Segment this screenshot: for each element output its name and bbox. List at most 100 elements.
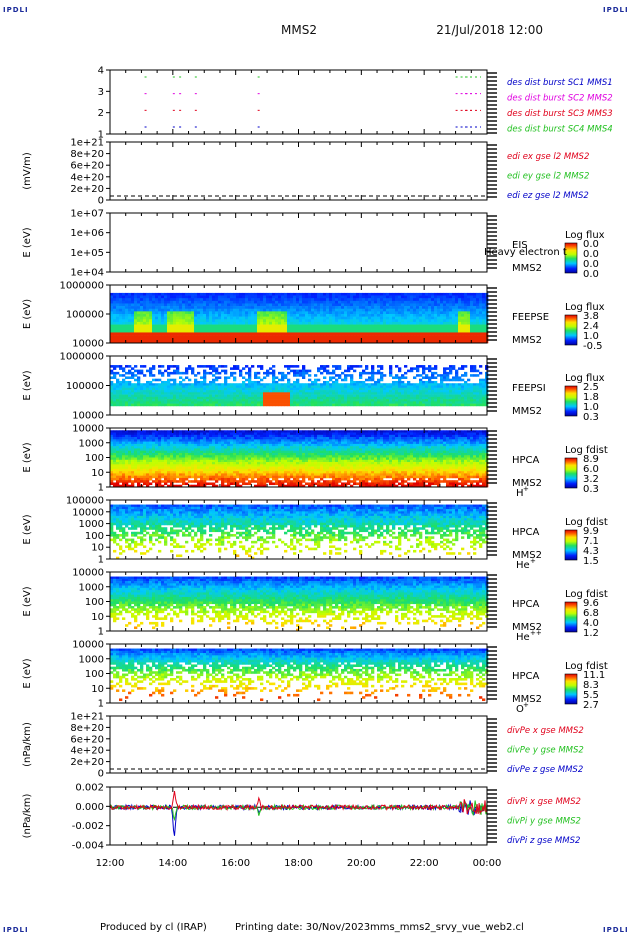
feepsi-spectrogram-cell xyxy=(191,396,195,400)
feepsi-spectrogram-cell xyxy=(188,392,192,395)
feepsi-spectrogram-cell xyxy=(356,401,360,404)
feepse-spectrogram-cell xyxy=(467,337,471,341)
feepsi-spectrogram-cell xyxy=(143,387,147,391)
feepse-spectrogram-cell xyxy=(203,306,207,310)
feepse-spectrogram-cell xyxy=(296,335,300,339)
feepse-spectrogram-cell xyxy=(416,314,420,317)
feepsi-spectrogram-cell xyxy=(158,371,162,375)
feepsi-spectrogram-cell xyxy=(464,396,468,400)
feepse-spectrogram-cell xyxy=(245,300,249,304)
feepsi-spectrogram-cell xyxy=(263,385,267,389)
feepsi-spectrogram-cell xyxy=(200,394,204,398)
corner-label-top-left: IPDLI xyxy=(3,6,29,14)
feepse-spectrogram-cell xyxy=(320,337,324,341)
feepsi-spectrogram-cell xyxy=(113,387,117,391)
feepsi-spectrogram-cell xyxy=(470,365,474,368)
feepsi-spectrogram-cell xyxy=(329,394,333,398)
feepsi-spectrogram-cell xyxy=(266,385,270,389)
feepsi-spectrogram-cell xyxy=(374,371,378,375)
feepse-spectrogram-cell xyxy=(260,329,264,333)
feepsi-spectrogram-cell xyxy=(185,369,189,373)
feepse-spectrogram-cell xyxy=(191,300,195,304)
feepsi-spectrogram-cell xyxy=(317,401,321,404)
feepse-spectrogram-cell xyxy=(149,332,153,336)
feepsi-spectrogram-cell xyxy=(332,383,336,386)
feepse-spectrogram-cell xyxy=(275,311,279,315)
feepse-spectrogram-cell xyxy=(275,292,279,296)
feepsi-spectrogram-cell xyxy=(218,396,222,400)
feepse-spectrogram-cell xyxy=(455,306,459,310)
feepse-spectrogram-cell xyxy=(395,321,399,325)
feepsi-spectrogram-cell xyxy=(302,376,306,379)
feepsi-spectrogram-cell xyxy=(431,401,435,404)
feepse-spectrogram-cell xyxy=(425,303,429,307)
hpca_h-spectrogram-cell xyxy=(116,432,120,436)
feepse-spectrogram-cell xyxy=(134,300,138,304)
feepse-spectrogram-cell xyxy=(398,335,402,339)
feepse-spectrogram-cell xyxy=(284,340,288,344)
feepse-spectrogram-cell xyxy=(371,316,375,320)
feepsi-spectrogram-cell xyxy=(479,392,483,395)
feepsi-spectrogram-cell xyxy=(239,369,243,373)
feepsi-spectrogram-cell xyxy=(344,383,348,386)
feepse-spectrogram-cell xyxy=(203,329,207,333)
feepse-spectrogram-cell xyxy=(224,321,228,325)
feepse-spectrogram-cell xyxy=(365,306,369,310)
feepsi-spectrogram-cell xyxy=(185,385,189,389)
feepse-spectrogram-cell xyxy=(203,319,207,323)
feepse-spectrogram-cell xyxy=(443,306,447,310)
feepsi-spectrogram-cell xyxy=(404,383,408,386)
feepsi-spectrogram-cell xyxy=(386,396,390,400)
feepse-spectrogram-cell xyxy=(314,324,318,328)
feepse-spectrogram-cell xyxy=(440,340,444,344)
feepse-spectrogram-cell xyxy=(212,327,216,331)
hpca_h-spectrogram-cell xyxy=(110,452,114,456)
feepsi-spectrogram-cell xyxy=(164,399,168,402)
corner-label-top-right: IPDLI xyxy=(603,6,629,14)
feepse-spectrogram-cell xyxy=(368,303,372,307)
feepse-spectrogram-cell xyxy=(434,306,438,310)
feepse-spectrogram-cell xyxy=(422,295,426,299)
feepsi-spectrogram-cell xyxy=(218,376,222,379)
feepse-spectrogram-cell xyxy=(209,306,213,310)
feepsi-spectrogram-cell xyxy=(122,367,126,370)
feepsi-spectrogram-cell xyxy=(341,392,345,395)
feepse-spectrogram-cell xyxy=(359,324,363,328)
feepsi-spectrogram-cell xyxy=(158,394,162,398)
feepse-spectrogram-cell xyxy=(395,314,399,317)
feepsi-spectrogram-cell xyxy=(134,374,138,377)
feepse-spectrogram-cell xyxy=(449,292,453,296)
feepse-spectrogram-cell xyxy=(287,316,291,320)
feepse-spectrogram-cell xyxy=(431,300,435,304)
feepse-spectrogram-cell xyxy=(422,308,426,312)
feepse-spectrogram-cell xyxy=(239,295,243,299)
hpca_h-spectrogram-cell xyxy=(146,434,150,438)
feepse-spectrogram-cell xyxy=(305,324,309,328)
feepsi-spectrogram-cell xyxy=(125,399,129,402)
feepse-spectrogram-cell xyxy=(467,340,471,344)
feepse-spectrogram-cell xyxy=(173,292,177,296)
feepse-spectrogram-cell xyxy=(227,311,231,315)
feepsi-spectrogram-cell xyxy=(362,390,366,393)
feepse-spectrogram-cell xyxy=(383,329,387,333)
feepsi-spectrogram-cell xyxy=(413,390,417,393)
feepsi-spectrogram-cell xyxy=(188,387,192,391)
feepse-spectrogram-cell xyxy=(374,300,378,304)
feepsi-spectrogram-cell xyxy=(179,371,183,375)
feepsi-spectrogram-cell xyxy=(455,401,459,404)
hpca_h-spectrogram-cell xyxy=(140,439,144,442)
feepse-spectrogram-cell xyxy=(242,337,246,341)
feepse-spectrogram-cell xyxy=(404,340,408,344)
feepse-spectrogram-cell xyxy=(167,316,171,320)
feepsi-spectrogram-cell xyxy=(464,392,468,395)
feepse-spectrogram-cell xyxy=(419,316,423,320)
feepsi-spectrogram-cell xyxy=(251,394,255,398)
feepsi-spectrogram-cell xyxy=(326,392,330,395)
feepse-spectrogram-cell xyxy=(197,337,201,341)
feepsi-spectrogram-cell xyxy=(176,371,180,375)
feepse-spectrogram-cell xyxy=(155,311,159,315)
feepse-spectrogram-cell xyxy=(251,292,255,296)
feepse-spectrogram-cell xyxy=(455,308,459,312)
feepsi-spectrogram-cell xyxy=(251,396,255,400)
feepse-spectrogram-cell xyxy=(281,329,285,333)
